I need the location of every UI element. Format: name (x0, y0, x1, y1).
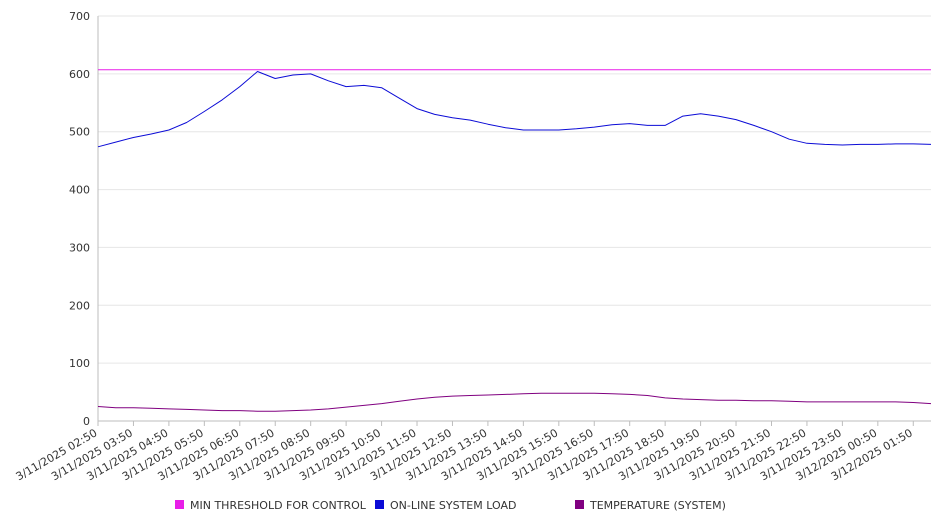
legend-swatch (575, 500, 584, 509)
legend-label: ON-LINE SYSTEM LOAD (390, 499, 516, 512)
y-tick-label: 500 (69, 126, 90, 139)
legend: MIN THRESHOLD FOR CONTROL ON-LINE SYSTEM … (175, 499, 726, 512)
y-tick-label: 0 (83, 415, 90, 428)
y-tick-label: 400 (69, 184, 90, 197)
y-tick-label: 200 (69, 299, 90, 312)
series-layer (97, 69, 932, 412)
y-tick-label: 700 (69, 10, 90, 23)
grid-layer (98, 15, 931, 422)
temperature-series-line (97, 392, 932, 412)
y-tick-label: 600 (69, 68, 90, 81)
legend-label: MIN THRESHOLD FOR CONTROL (190, 499, 367, 512)
legend-swatch (175, 500, 184, 509)
load-series-line (97, 71, 932, 148)
y-tick-label: 100 (69, 357, 90, 370)
legend-label: TEMPERATURE (SYSTEM) (589, 499, 726, 512)
legend-swatch (375, 500, 384, 509)
y-tick-label: 300 (69, 241, 90, 254)
